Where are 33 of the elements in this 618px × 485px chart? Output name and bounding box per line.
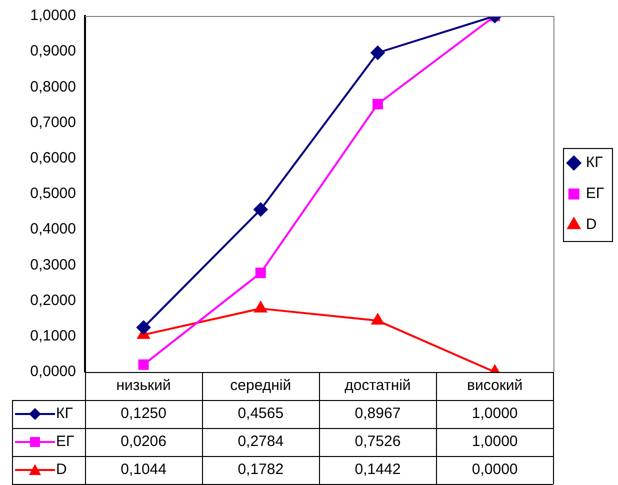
y-tick-label: 0,3000 [30, 256, 76, 274]
y-tick-label: 0,7000 [30, 114, 76, 131]
y-tick-label: 0,2000 [30, 292, 76, 309]
data-label: 0,0206 [120, 433, 166, 450]
y-tick-label: 0,1000 [30, 328, 76, 345]
text: ЕГ [56, 433, 74, 450]
y-tick-label: 0,8000 [30, 78, 76, 96]
data-label: 1,0000 [472, 405, 518, 422]
data-label: 0,1250 [120, 405, 166, 422]
x-tick-label: середній [230, 377, 292, 394]
legend-label: КГ [586, 154, 603, 172]
y-tick-label: 0,9000 [30, 42, 76, 60]
x-tick-label: високий [466, 377, 523, 394]
legend-label: ЕГ [586, 185, 604, 202]
x-tick-label: достатній [344, 377, 411, 394]
data-label: 0,7526 [354, 433, 401, 450]
x-tick-label: низький [116, 377, 171, 394]
data-label: 0,2784 [238, 433, 284, 450]
y-tick-label: 0,6000 [30, 150, 76, 167]
data-label: 0,1044 [120, 461, 166, 478]
data-label: 0,4565 [238, 405, 284, 422]
data-label: 0,8967 [354, 405, 401, 422]
y-tick-label: 0,4000 [30, 220, 76, 238]
y-tick-label: 1,0000 [30, 7, 76, 24]
data-label: 1,0000 [472, 433, 518, 450]
legend-label: D [586, 216, 597, 234]
y-tick-label: 0,5000 [30, 185, 76, 202]
data-label: 0,1442 [354, 461, 401, 478]
y-tick-label: 0,0000 [30, 363, 76, 380]
text: D [56, 461, 67, 478]
data-label: 0,0000 [472, 461, 518, 478]
data-label: 0,1782 [238, 461, 284, 478]
text: КГ [56, 405, 73, 422]
